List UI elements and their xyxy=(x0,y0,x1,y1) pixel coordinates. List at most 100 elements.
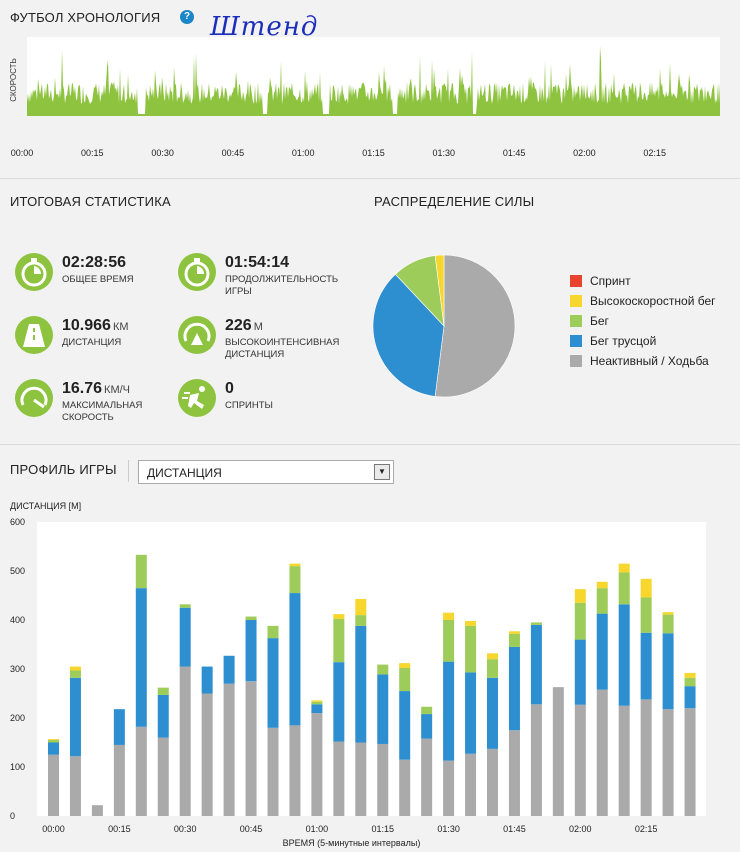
bar-xtick: 01:45 xyxy=(503,824,526,834)
bar-segment xyxy=(333,662,345,742)
stat-card: 01:54:14 ПРОДОЛЖИТЕЛЬНОСТЬ ИГРЫ xyxy=(177,252,347,312)
timeline-xtick: 00:45 xyxy=(222,148,245,158)
bar-segment xyxy=(289,725,301,816)
bar-segment xyxy=(48,740,59,743)
legend-item: Неактивный / Ходьба xyxy=(570,354,709,368)
summary-title: ИТОГОВАЯ СТАТИСТИКА xyxy=(10,194,171,209)
bar-segment xyxy=(640,578,652,598)
help-icon[interactable]: ? xyxy=(180,10,194,24)
bar-segment xyxy=(465,753,477,816)
bar-segment xyxy=(465,672,477,754)
bar-segment xyxy=(333,619,345,663)
bar-xtick: 02:15 xyxy=(635,824,658,834)
bar-segment xyxy=(596,581,608,589)
bar-xtick: 01:00 xyxy=(306,824,329,834)
separator xyxy=(128,460,129,482)
stat-card: 226 М ВЫСОКОИНТЕНСИВНАЯ ДИСТАНЦИЯ xyxy=(177,315,347,375)
bar-segment xyxy=(69,670,81,678)
stat-unit: М xyxy=(253,321,263,333)
bar-segment xyxy=(113,744,125,816)
bar-segment xyxy=(267,727,279,816)
bar-segment xyxy=(684,677,696,687)
bar-plot-area xyxy=(37,522,706,816)
bar-segment xyxy=(355,625,367,743)
bar-segment xyxy=(684,672,696,678)
speed-timeline-chart: СКОРОСТЬ 00:00 00:15 00:30 00:45 01:00 01:15 01… xyxy=(9,37,720,158)
bar-segment xyxy=(596,689,608,816)
bar-segment xyxy=(640,597,652,633)
timeline-title: ФУТБОЛ ХРОНОЛОГИЯ xyxy=(10,10,161,25)
bar-segment xyxy=(508,646,520,731)
legend-label: Высокоскоростной бег xyxy=(590,294,716,308)
bar-segment xyxy=(662,633,674,710)
bar-segment xyxy=(267,638,279,728)
bar-ytick: 500 xyxy=(10,566,25,576)
bar-segment xyxy=(530,704,542,816)
timeline-ylabel: СКОРОСТЬ xyxy=(9,58,18,102)
bar-segment xyxy=(223,683,235,816)
bar-segment xyxy=(201,693,213,816)
stat-label: ВЫСОКОИНТЕНСИВНАЯ ДИСТАНЦИЯ xyxy=(225,337,340,360)
bar-segment xyxy=(267,625,279,639)
speedometer-icon xyxy=(15,379,53,417)
timeline-xtick: 01:15 xyxy=(362,148,385,158)
speed-trace xyxy=(27,45,720,117)
bar-segment xyxy=(179,607,191,667)
bar-segment xyxy=(574,602,586,640)
bar-segment xyxy=(399,668,411,692)
bar-segment xyxy=(421,706,433,715)
bar-ytick: 600 xyxy=(10,517,25,527)
bar-xtick: 00:30 xyxy=(174,824,197,834)
bar-segment xyxy=(135,588,147,727)
bar-segment xyxy=(552,687,564,816)
pie-slice xyxy=(372,273,445,397)
bar-segment xyxy=(640,699,652,816)
bar-ylabel: ДИСТАНЦИЯ [М] xyxy=(10,501,81,511)
stat-value: 02:28:56 xyxy=(62,254,127,271)
divider xyxy=(0,178,740,179)
bar-segment xyxy=(596,588,608,614)
bar-ytick: 300 xyxy=(10,664,25,674)
stat-label: СПРИНТЫ xyxy=(225,400,273,411)
timeline-xtick: 02:15 xyxy=(643,148,666,158)
stat-value: 226 М xyxy=(225,317,263,334)
bar-segment xyxy=(245,616,257,620)
chevron-down-icon[interactable]: ▼ xyxy=(374,464,390,480)
stat-card: 10.966 КМ ДИСТАНЦИЯ xyxy=(14,315,184,375)
bar-segment xyxy=(179,604,191,608)
bar-segment xyxy=(179,666,191,816)
bar-segment xyxy=(333,614,345,620)
legend-swatch xyxy=(570,275,582,287)
bar-segment xyxy=(355,742,367,816)
bar-segment xyxy=(465,625,477,673)
bar-segment xyxy=(399,663,411,669)
bar-segment xyxy=(69,677,81,757)
bar-segment xyxy=(377,664,389,675)
bar-segment xyxy=(48,742,59,755)
select-value: ДИСТАНЦИЯ xyxy=(147,466,222,480)
bar-segment xyxy=(157,687,169,695)
bar-segment xyxy=(157,694,169,738)
bar-segment xyxy=(508,730,520,816)
stat-label: ПРОДОЛЖИТЕЛЬНОСТЬ ИГРЫ xyxy=(225,274,339,297)
bar-segment xyxy=(48,739,59,741)
bar-segment xyxy=(487,653,498,660)
timeline-xtick: 00:00 xyxy=(11,148,34,158)
bar-segment xyxy=(135,554,147,589)
bar-segment xyxy=(487,659,498,678)
bar-segment xyxy=(69,666,81,671)
legend-swatch xyxy=(570,315,582,327)
bar-segment xyxy=(333,741,345,816)
bar-segment xyxy=(684,686,696,709)
bar-segment xyxy=(443,661,455,761)
bar-segment xyxy=(157,737,169,816)
timeline-xtick: 01:45 xyxy=(503,148,526,158)
bar-segment xyxy=(508,631,520,634)
bar-xtick: 01:30 xyxy=(437,824,460,834)
bar-segment xyxy=(662,612,674,615)
stat-value: 01:54:14 xyxy=(225,254,290,271)
legend-label: Бег трусцой xyxy=(590,334,657,348)
bar-segment xyxy=(684,708,696,816)
profile-metric-select[interactable]: ДИСТАНЦИЯ ▼ xyxy=(138,460,394,484)
bar-xtick: 01:15 xyxy=(371,824,394,834)
